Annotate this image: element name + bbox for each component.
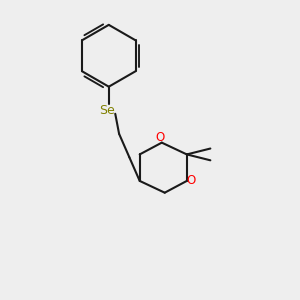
Text: Se: Se [99,104,115,117]
Text: O: O [186,174,195,188]
Text: O: O [156,131,165,144]
